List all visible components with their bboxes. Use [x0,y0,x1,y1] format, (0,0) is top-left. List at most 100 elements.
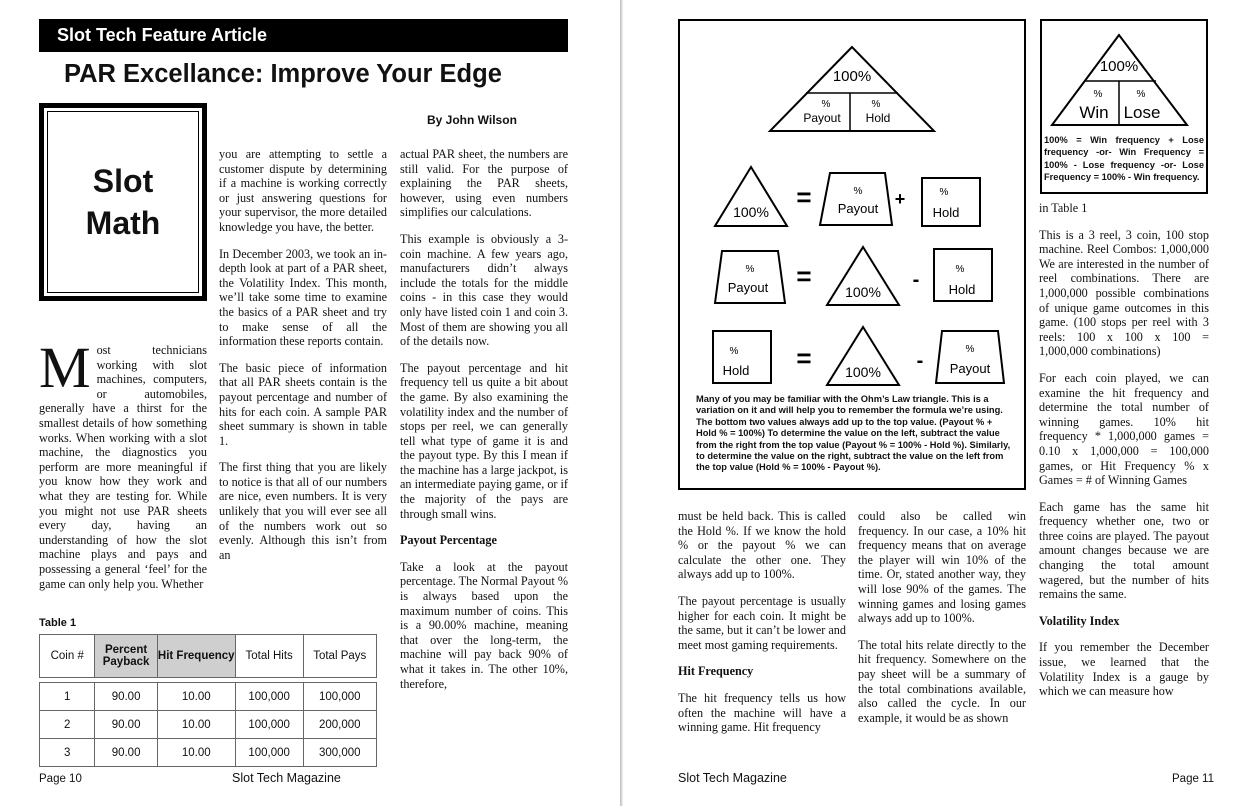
table-label: Table 1 [39,617,77,629]
paragraph: Take a look at the payout percentage. Th… [400,559,568,691]
row2-payout-label: Payout [728,280,769,295]
right-column-1: must be held back. This is called the Ho… [678,509,846,747]
table-row: 3 90.00 10.00 100,000 300,000 [38,738,377,767]
slot-math-line1: Slot [92,163,154,199]
right-column-2: could also be called win frequency. In o… [858,509,1026,737]
percent-sign: % [940,187,949,198]
right-page [623,0,1245,806]
paragraph: The hit frequency tells us how often the… [678,690,846,735]
paragraph: For each coin played, we can examine the… [1039,370,1209,488]
left-column-2: you are attempting to settle a customer … [219,147,387,574]
percent-sign: % [1094,89,1103,100]
row1-100-label: 100% [733,204,769,220]
percent-sign: % [1137,89,1146,100]
drop-cap: M [39,335,91,400]
row2-hold-label: Hold [949,282,976,297]
paragraph: The payout percentage is usually higher … [678,593,846,652]
table-header: Total Pays [302,634,377,678]
main-triangle: 100% % Payout % Hold [767,45,937,132]
table-cell: 2 [38,710,96,739]
table-cell: 300,000 [302,738,377,767]
formula-row-3: % Hold = 100% - % Payout [712,325,1006,386]
paragraph: This is a 3 reel, 3 coin, 100 stop machi… [1039,227,1209,359]
table-cell: 10.00 [156,710,236,739]
table-row: 1 90.00 10.00 100,000 100,000 [38,682,377,711]
table-cell: 100,000 [234,738,304,767]
table-cell: 100,000 [234,682,304,711]
paragraph: The first thing that you are likely to n… [219,460,387,562]
slot-math-box: Slot Math [39,103,207,301]
row3-100-label: 100% [845,364,881,380]
paragraph: could also be called win frequency. In o… [858,509,1026,626]
percent-sign: % [854,186,863,197]
section-heading-payout-percentage: Payout Percentage [400,533,497,548]
formula-row-2: % Payout = 100% - % Hold [713,245,993,306]
diagram-caption: Many of you may be familiar with the Ohm… [696,394,1011,473]
paragraph: This example is obviously a 3-coin machi… [400,231,568,349]
table-cell: 10.00 [156,682,236,711]
table-cell: 90.00 [94,682,158,711]
left-page: Slot Tech Feature Article PAR Excellance… [0,0,622,806]
table-header: Coin # [38,634,96,678]
table-cell: 100,000 [234,710,304,739]
book-spine [620,0,625,806]
byline: By John Wilson [427,113,517,127]
percent-sign: % [872,99,881,110]
triangle-hold-label: Hold [866,111,891,125]
row3-hold-label: Hold [723,363,750,378]
section-banner: Slot Tech Feature Article [39,19,568,52]
col1-text: ost technicians working with slot machin… [39,343,207,591]
plus-sign: + [895,189,906,209]
percent-sign: % [956,264,965,275]
paragraph: If you remember the December issue, we l… [1039,640,1209,699]
triangle-payout-label: Payout [803,111,841,125]
slot-math-label: Slot Math [47,111,199,293]
row3-payout-label: Payout [950,361,991,376]
magazine-name: Slot Tech Magazine [232,771,341,785]
win-lose-svg: 100% % Win % Lose [1050,33,1190,126]
table-header: Total Hits [234,634,304,678]
paragraph: actual PAR sheet, the numbers are still … [400,147,568,220]
triangle-diagram-svg: 100% % Payout % Hold 100% = % Payout + %… [712,45,1006,386]
small-triangle-top-label: 100% [1100,58,1138,75]
table-cell: 90.00 [94,738,158,767]
formula-row-1: 100% = % Payout + % Hold [713,165,981,227]
section-heading-volatility-index: Volatility Index [1039,613,1120,628]
triangle-top-label: 100% [833,68,871,85]
paragraph: The total hits relate directly to the hi… [858,637,1026,725]
section-heading-hit-frequency: Hit Frequency [678,664,754,679]
article-title: PAR Excellance: Improve Your Edge [64,60,502,88]
paragraph: must be held back. This is called the Ho… [678,509,846,582]
equals-sign: = [796,182,811,212]
minus-sign: - [913,269,920,291]
slot-math-line2: Math [85,205,161,241]
percent-sign: % [822,99,831,110]
win-lose-triangle-diagram: 100% % Win % Lose 100% = Win frequency +… [1040,19,1208,194]
paragraph: in Table 1 [1039,201,1088,215]
table-header: Percent Payback [94,634,158,678]
equals-sign: = [796,343,811,373]
table-header-row: Coin # Percent Payback Hit Frequency Tot… [38,634,377,678]
table-cell: 10.00 [156,738,236,767]
paragraph: In December 2003, we took an in-depth lo… [219,246,387,349]
paragraph: you are attempting to settle a customer … [219,147,387,234]
table-row: 2 90.00 10.00 100,000 200,000 [38,710,377,739]
magazine-name: Slot Tech Magazine [678,771,787,785]
table-cell: 100,000 [302,682,377,711]
row2-100-label: 100% [845,284,881,300]
paragraph: The payout percentage and hit frequency … [400,360,568,521]
row1-payout-label: Payout [838,201,879,216]
minus-sign: - [917,350,924,372]
par-sheet-table: Coin # Percent Payback Hit Frequency Tot… [38,634,377,767]
page-number: Page 11 [1172,773,1214,785]
table-cell: 90.00 [94,710,158,739]
small-diagram-caption: 100% = Win frequency + Lose frequency -o… [1044,135,1204,182]
paragraph: The basic piece of information that all … [219,360,387,448]
percent-sign: % [730,346,739,357]
small-triangle-win-label: Win [1079,103,1108,122]
row1-hold-label: Hold [933,205,960,220]
small-triangle-lose-label: Lose [1124,103,1161,122]
table-cell: 200,000 [302,710,377,739]
paragraph: Each game has the same hit frequency whe… [1039,499,1209,602]
